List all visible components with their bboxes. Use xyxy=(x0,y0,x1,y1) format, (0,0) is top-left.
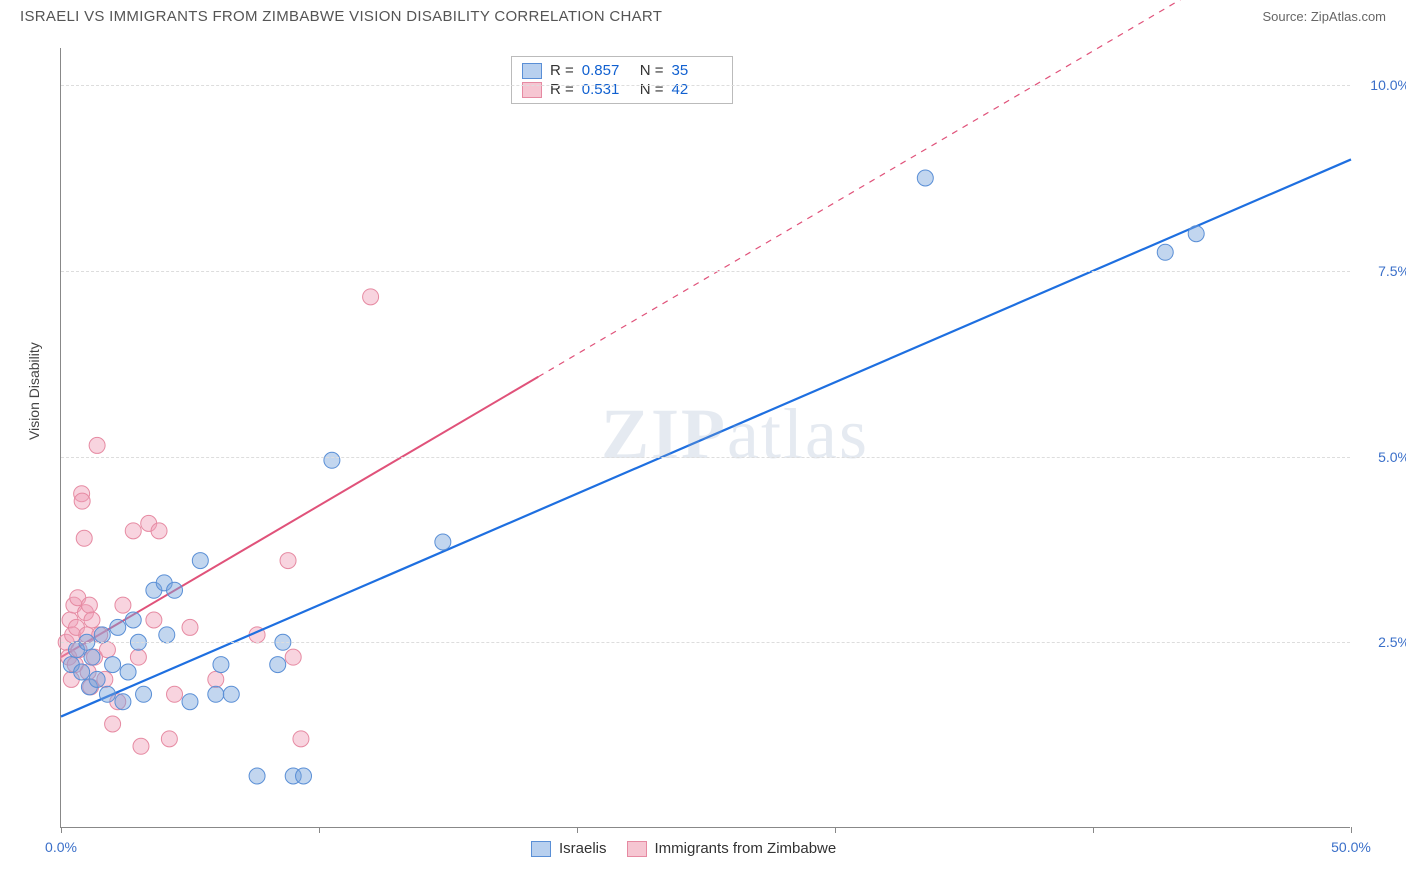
israelis-point xyxy=(115,694,131,710)
israelis-point xyxy=(110,619,126,635)
israelis-point xyxy=(182,694,198,710)
r-label: R = xyxy=(550,62,574,79)
israelis-point xyxy=(296,768,312,784)
israelis-point xyxy=(324,452,340,468)
plot-svg xyxy=(61,48,1350,827)
legend-swatch xyxy=(522,63,542,79)
corr-legend-row: R = 0.531 N = 42 xyxy=(522,80,722,99)
zimbabwe-point xyxy=(125,523,141,539)
zimbabwe-point xyxy=(280,553,296,569)
series-legend-item: Israelis xyxy=(531,840,607,857)
israelis-point xyxy=(89,671,105,687)
zimbabwe-point xyxy=(74,493,90,509)
zimbabwe-point xyxy=(161,731,177,747)
zimbabwe-point xyxy=(130,649,146,665)
zimbabwe-point xyxy=(167,686,183,702)
gridline-h xyxy=(61,85,1350,86)
israelis-point xyxy=(159,627,175,643)
zimbabwe-point xyxy=(363,289,379,305)
r-value: 0.857 xyxy=(582,62,632,79)
zimbabwe-point xyxy=(293,731,309,747)
y-tick-label: 7.5% xyxy=(1360,263,1406,279)
x-tick xyxy=(319,827,320,833)
zimbabwe-point xyxy=(99,642,115,658)
zimbabwe-point xyxy=(146,612,162,628)
israelis-point xyxy=(99,686,115,702)
chart-title: ISRAELI VS IMMIGRANTS FROM ZIMBABWE VISI… xyxy=(20,8,662,25)
x-tick xyxy=(835,827,836,833)
israelis-point xyxy=(1188,226,1204,242)
israelis-point xyxy=(223,686,239,702)
israelis-point xyxy=(208,686,224,702)
zimbabwe-point xyxy=(105,716,121,732)
zimbabwe-point xyxy=(89,437,105,453)
israelis-point xyxy=(270,657,286,673)
israelis-point xyxy=(1157,244,1173,260)
gridline-h xyxy=(61,457,1350,458)
legend-swatch xyxy=(522,82,542,98)
correlation-legend: R = 0.857 N = 35 R = 0.531 N = 42 xyxy=(511,56,733,104)
gridline-h xyxy=(61,271,1350,272)
israelis-point xyxy=(435,534,451,550)
israelis-point xyxy=(84,649,100,665)
legend-swatch xyxy=(531,841,551,857)
x-tick-label: 50.0% xyxy=(1331,839,1371,855)
series-legend: Israelis Immigrants from Zimbabwe xyxy=(531,840,836,857)
source-attribution: Source: ZipAtlas.com xyxy=(1262,9,1386,24)
n-label: N = xyxy=(640,62,664,79)
y-axis-label: Vision Disability xyxy=(26,342,42,440)
x-tick xyxy=(61,827,62,833)
y-tick-label: 5.0% xyxy=(1360,449,1406,465)
gridline-h xyxy=(61,642,1350,643)
israelis-point xyxy=(917,170,933,186)
israelis-point xyxy=(249,768,265,784)
zimbabwe-point xyxy=(76,530,92,546)
n-value: 42 xyxy=(672,81,722,98)
israelis-point xyxy=(167,582,183,598)
chart-plot-area: ZIPatlas R =0.857N =35R =0.531N =42 Isra… xyxy=(60,48,1350,828)
x-tick xyxy=(1093,827,1094,833)
corr-legend-row: R = 0.857 N = 35 xyxy=(522,61,722,80)
legend-swatch xyxy=(627,841,647,857)
zimbabwe-point xyxy=(182,619,198,635)
n-label: N = xyxy=(640,81,664,98)
x-tick-label: 0.0% xyxy=(45,839,77,855)
zimbabwe-point xyxy=(151,523,167,539)
israelis-point xyxy=(74,664,90,680)
israelis-point xyxy=(125,612,141,628)
israelis-point xyxy=(136,686,152,702)
series-legend-label: Israelis xyxy=(559,840,607,857)
y-tick-label: 2.5% xyxy=(1360,634,1406,650)
israelis-point xyxy=(105,657,121,673)
r-label: R = xyxy=(550,81,574,98)
israelis-point xyxy=(94,627,110,643)
israelis-point xyxy=(120,664,136,680)
israelis-point xyxy=(213,657,229,673)
n-value: 35 xyxy=(672,62,722,79)
zimbabwe-point xyxy=(285,649,301,665)
zimbabwe-point xyxy=(115,597,131,613)
x-tick xyxy=(1351,827,1352,833)
israelis-trendline xyxy=(61,159,1351,716)
israelis-point xyxy=(192,553,208,569)
zimbabwe-point xyxy=(84,612,100,628)
zimbabwe-point xyxy=(208,671,224,687)
r-value: 0.531 xyxy=(582,81,632,98)
x-tick xyxy=(577,827,578,833)
y-tick-label: 10.0% xyxy=(1360,77,1406,93)
zimbabwe-point xyxy=(81,597,97,613)
series-legend-item: Immigrants from Zimbabwe xyxy=(627,840,837,857)
series-legend-label: Immigrants from Zimbabwe xyxy=(655,840,837,857)
zimbabwe-point xyxy=(133,738,149,754)
